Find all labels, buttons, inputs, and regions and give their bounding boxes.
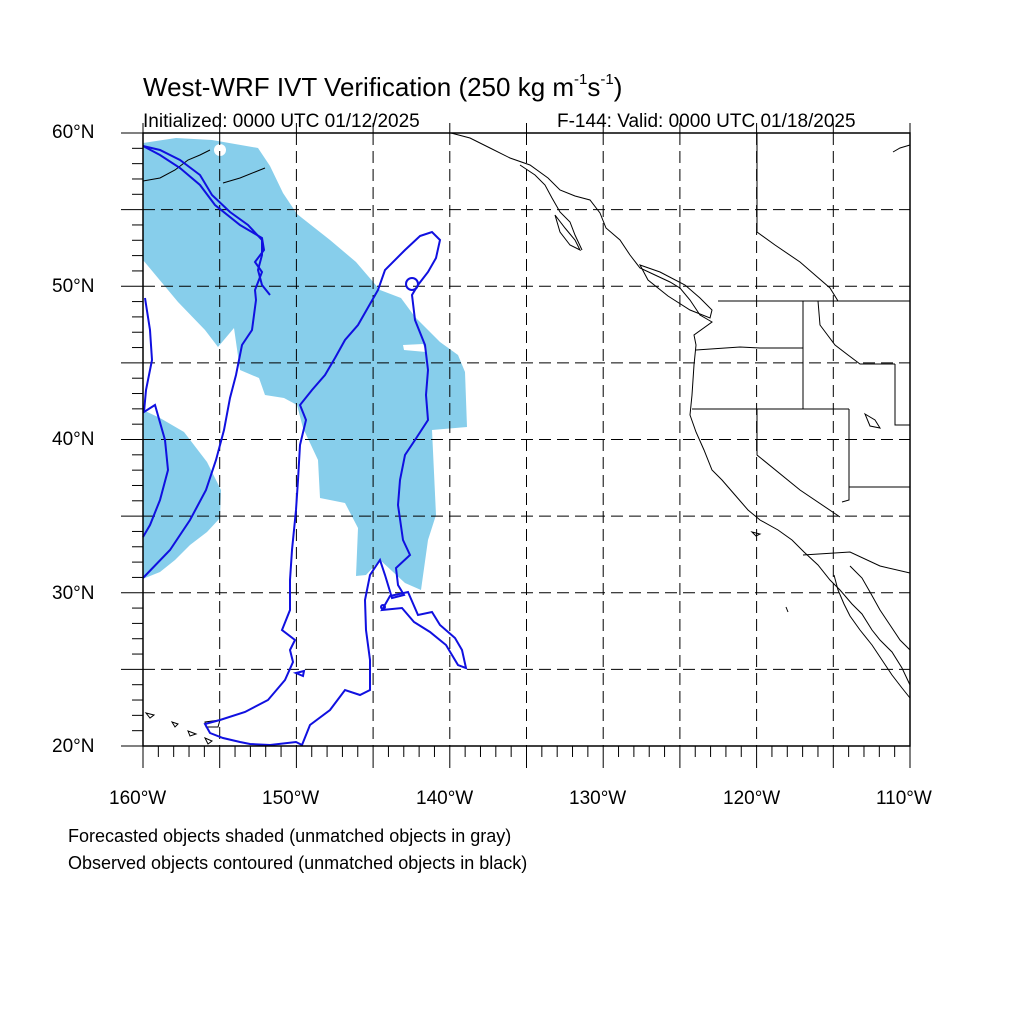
observed-objects bbox=[142, 145, 468, 747]
forecast-object-hole-north bbox=[214, 144, 226, 156]
border-idaho-east bbox=[817, 300, 895, 365]
lat-label-30: 30°N bbox=[52, 583, 95, 604]
border-canada-bc bbox=[756, 133, 839, 302]
island-channel bbox=[750, 531, 762, 537]
observed-contour-main bbox=[142, 145, 266, 579]
border-utah-wy bbox=[894, 364, 910, 426]
observed-contour-small bbox=[292, 669, 306, 678]
lat-label-60: 60°N bbox=[52, 122, 95, 143]
coast-alaska-islands bbox=[222, 167, 266, 184]
chart-title: West-WRF IVT Verification (250 kg m-1s-1… bbox=[143, 71, 623, 102]
island-haida-gwaii bbox=[554, 214, 582, 252]
island-hawaii-3 bbox=[144, 712, 156, 719]
observed-contour-dot bbox=[380, 604, 386, 610]
border-ca-nv bbox=[756, 409, 841, 518]
valid-time: F-144: Valid: 0000 UTC 01/18/2025 bbox=[557, 111, 856, 132]
lon-label-150w: 150°W bbox=[262, 788, 320, 809]
observed-contour-east bbox=[142, 145, 271, 296]
island-guadalupe bbox=[785, 606, 789, 613]
coast-alaska bbox=[142, 149, 211, 182]
coastline-baja bbox=[833, 574, 911, 699]
legend-note-observed: Observed objects contoured (unmatched ob… bbox=[68, 853, 528, 873]
island-hawaii-4 bbox=[187, 730, 198, 737]
coastlines-borders bbox=[142, 132, 911, 745]
lon-label-140w: 140°W bbox=[416, 788, 474, 809]
forecast-object-main bbox=[143, 138, 467, 590]
lake-great-salt bbox=[863, 412, 882, 429]
observed-contour-blob bbox=[405, 277, 419, 291]
border-nv-east bbox=[841, 409, 850, 503]
forecast-objects bbox=[143, 138, 467, 590]
coastline-mexico-mainland bbox=[849, 565, 911, 651]
lon-label-160w: 160°W bbox=[109, 788, 167, 809]
lon-label-120w: 120°W bbox=[723, 788, 781, 809]
lon-label-130w: 130°W bbox=[569, 788, 627, 809]
observed-contour-west bbox=[142, 297, 170, 538]
lat-label-50: 50°N bbox=[52, 276, 95, 297]
initialized-time: Initialized: 0000 UTC 01/12/2025 bbox=[143, 111, 420, 132]
coast-bc-islands bbox=[519, 164, 583, 251]
forecast-object-hole bbox=[403, 344, 426, 352]
observed-contour-tail bbox=[380, 590, 468, 670]
island-vancouver bbox=[638, 264, 713, 319]
coast-canada-far-east bbox=[892, 144, 911, 153]
lat-lon-grid bbox=[143, 133, 910, 746]
axis-ticks bbox=[121, 123, 911, 768]
island-hawaii-2 bbox=[170, 721, 179, 728]
legend-note-forecast: Forecasted objects shaded (unmatched obj… bbox=[68, 826, 512, 846]
island-hawaii-5 bbox=[203, 737, 213, 745]
border-wa-or bbox=[695, 346, 804, 409]
lon-label-110w: 110°W bbox=[876, 788, 932, 809]
observed-contour-central bbox=[203, 230, 442, 747]
forecast-object-south bbox=[143, 410, 221, 578]
lat-label-40: 40°N bbox=[52, 429, 95, 450]
lat-label-20: 20°N bbox=[52, 736, 95, 757]
border-us-mexico bbox=[802, 551, 911, 574]
